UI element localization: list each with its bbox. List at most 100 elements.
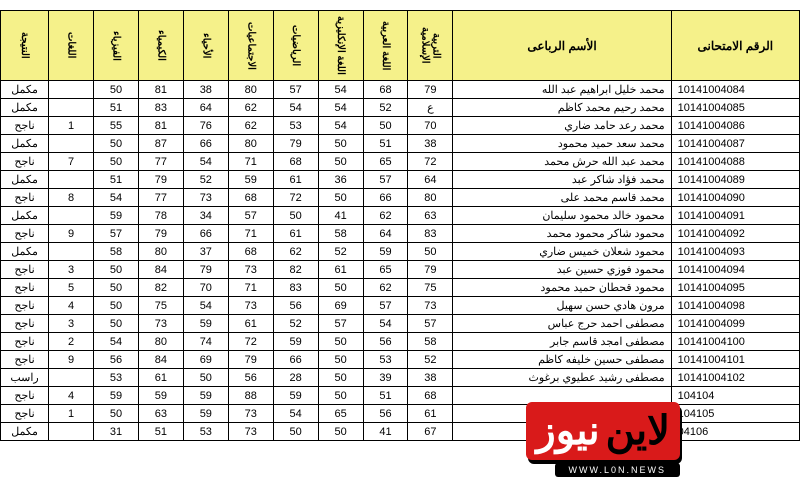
cell-value: 61 xyxy=(273,225,318,243)
table-row: 10141004099مصطفى احمد حرج عباس5754575261… xyxy=(1,315,800,333)
cell-value: 62 xyxy=(228,99,273,117)
table-row: 10141004088محمد عبد الله حرش محمد7265506… xyxy=(1,153,800,171)
table-row: 10141004093محمود شعلان خميس ضاري50595262… xyxy=(1,243,800,261)
cell-value: 53 xyxy=(94,369,139,387)
cell-value: 50 xyxy=(318,279,363,297)
cell-value: 65 xyxy=(363,153,408,171)
cell-value: 65 xyxy=(363,261,408,279)
cell-value: 80 xyxy=(228,135,273,153)
cell-value: ناجح xyxy=(1,351,49,369)
col-subj-4: الاجتماعيات xyxy=(228,11,273,81)
cell-value: 73 xyxy=(228,423,273,441)
cell-value: 59 xyxy=(183,405,228,423)
cell-value xyxy=(49,369,94,387)
cell-value: 68 xyxy=(228,189,273,207)
cell-value: راسب xyxy=(1,369,49,387)
cell-examno: 10141004089 xyxy=(671,171,799,189)
cell-examno: 104105 xyxy=(671,405,799,423)
cell-value: 57 xyxy=(273,81,318,99)
cell-value: 58 xyxy=(94,243,139,261)
cell-value: 53 xyxy=(363,351,408,369)
cell-value: مكمل xyxy=(1,99,49,117)
cell-examno: 10141004092 xyxy=(671,225,799,243)
cell-value: 80 xyxy=(228,81,273,99)
cell-value: 50 xyxy=(94,279,139,297)
cell-value: 70 xyxy=(408,117,453,135)
cell-value: 78 xyxy=(138,207,183,225)
cell-value: 68 xyxy=(228,243,273,261)
cell-name: محمود فوزي حسين عبد xyxy=(453,261,671,279)
cell-value: 53 xyxy=(183,423,228,441)
cell-value: 79 xyxy=(408,81,453,99)
cell-value xyxy=(49,171,94,189)
cell-value: 72 xyxy=(228,333,273,351)
cell-value: 57 xyxy=(363,297,408,315)
cell-value: 64 xyxy=(183,99,228,117)
table-row: 10141004085محمد رحيم محمد كاظمع525454626… xyxy=(1,99,800,117)
cell-value: 3 xyxy=(49,315,94,333)
cell-name: محمود شاكر محمود محمد xyxy=(453,225,671,243)
cell-name: محمد قاسم محمد على xyxy=(453,189,671,207)
cell-value: 80 xyxy=(138,243,183,261)
cell-value: 79 xyxy=(138,225,183,243)
cell-examno: 10141004101 xyxy=(671,351,799,369)
logo-subtext: WWW.L0N.NEWS xyxy=(555,463,681,477)
cell-value: 54 xyxy=(363,315,408,333)
cell-name: محمود شعلان خميس ضاري xyxy=(453,243,671,261)
cell-value: ع xyxy=(408,99,453,117)
col-name: الأسم الرباعى xyxy=(453,11,671,81)
cell-value: 1 xyxy=(49,405,94,423)
cell-value: مكمل xyxy=(1,171,49,189)
table-row: 10141004101مصطفى حسين خليفه كاظم52535066… xyxy=(1,351,800,369)
cell-value: 61 xyxy=(228,315,273,333)
cell-value: 57 xyxy=(408,315,453,333)
cell-value: 50 xyxy=(94,135,139,153)
cell-value: 50 xyxy=(318,423,363,441)
cell-value: 54 xyxy=(273,99,318,117)
cell-value: 62 xyxy=(228,117,273,135)
cell-value: 80 xyxy=(138,333,183,351)
cell-value: 51 xyxy=(363,387,408,405)
cell-value: 81 xyxy=(138,117,183,135)
cell-value: 62 xyxy=(363,207,408,225)
cell-value: 50 xyxy=(273,207,318,225)
cell-value: 54 xyxy=(318,81,363,99)
cell-value: 66 xyxy=(183,225,228,243)
cell-value: 4 xyxy=(49,297,94,315)
cell-value: 62 xyxy=(273,243,318,261)
cell-value: 50 xyxy=(363,117,408,135)
cell-value: 83 xyxy=(273,279,318,297)
cell-examno: 04106 xyxy=(671,423,799,441)
cell-value: 70 xyxy=(183,279,228,297)
cell-value: 63 xyxy=(138,405,183,423)
cell-value: 71 xyxy=(228,153,273,171)
cell-examno: 10141004085 xyxy=(671,99,799,117)
logo-text-white: نيوز xyxy=(536,408,599,454)
cell-value: ناجح xyxy=(1,387,49,405)
cell-value: 74 xyxy=(183,333,228,351)
cell-value: 84 xyxy=(138,351,183,369)
cell-examno: 10141004088 xyxy=(671,153,799,171)
cell-value: 54 xyxy=(183,153,228,171)
cell-value: 79 xyxy=(138,171,183,189)
cell-name: مصطفى امجد قاسم جابر xyxy=(453,333,671,351)
cell-value: 73 xyxy=(138,315,183,333)
cell-value: 50 xyxy=(94,405,139,423)
cell-value: 69 xyxy=(183,351,228,369)
cell-examno: 10141004093 xyxy=(671,243,799,261)
col-subj-5: الأحياء xyxy=(183,11,228,81)
cell-value: 2 xyxy=(49,333,94,351)
site-logo: لاين نيوز WWW.L0N.NEWS xyxy=(420,402,680,492)
cell-value: ناجح xyxy=(1,297,49,315)
cell-name: محمد سعد حميد محمود xyxy=(453,135,671,153)
header-row: الرقم الامتحانى الأسم الرباعى التربية ال… xyxy=(1,11,800,81)
cell-value: ناجح xyxy=(1,261,49,279)
table-row: 10141004098مرون هادي حسن سهيل73576956735… xyxy=(1,297,800,315)
cell-name: محمد رحيم محمد كاظم xyxy=(453,99,671,117)
cell-value: 59 xyxy=(94,387,139,405)
cell-value: 59 xyxy=(363,243,408,261)
cell-value xyxy=(49,99,94,117)
cell-value: 38 xyxy=(408,135,453,153)
cell-value: 61 xyxy=(318,261,363,279)
cell-value: 4 xyxy=(49,387,94,405)
